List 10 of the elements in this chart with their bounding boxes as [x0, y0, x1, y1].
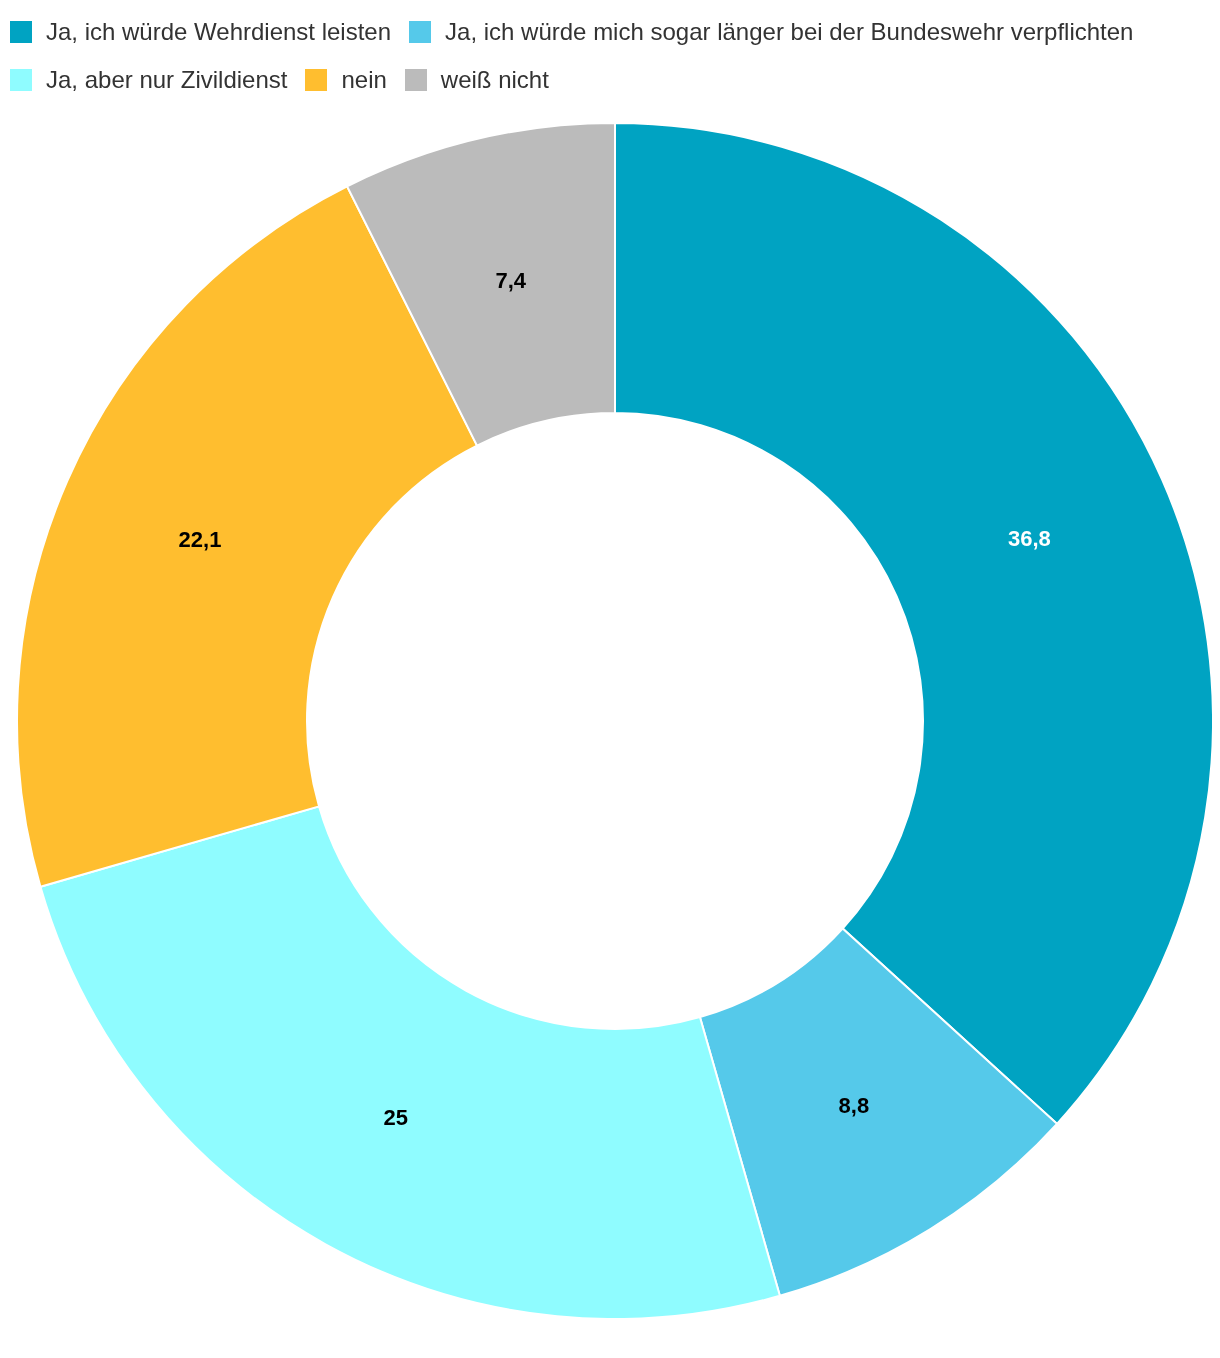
legend-label: Ja, ich würde Wehrdienst leisten: [45, 17, 392, 47]
data-label: 8,8: [838, 1093, 870, 1119]
data-label: 36,8: [1007, 525, 1051, 551]
data-label: 25: [383, 1104, 408, 1130]
data-label: 22,1: [178, 526, 222, 552]
legend-label: Ja, aber nur Zivildienst: [45, 65, 288, 95]
legend-label: weiß nicht: [439, 65, 549, 95]
data-label: 7,4: [495, 267, 527, 293]
legend-label: nein: [340, 65, 387, 95]
legend-label: Ja, ich würde mich sogar länger bei der Bundeswehr verpflichten: [444, 17, 1134, 47]
